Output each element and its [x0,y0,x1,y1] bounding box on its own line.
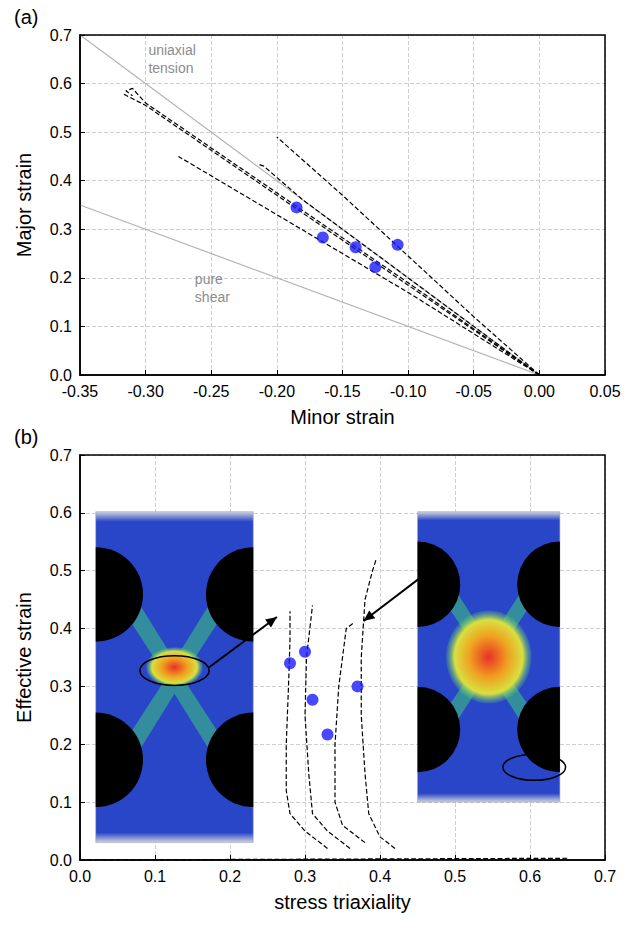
svg-text:shear: shear [195,289,230,305]
svg-text:Minor strain: Minor strain [290,406,394,428]
svg-text:0.1: 0.1 [50,318,72,335]
svg-text:(a): (a) [14,6,38,28]
svg-text:0.7: 0.7 [594,868,616,885]
svg-text:uniaxial: uniaxial [148,42,195,58]
svg-text:stress triaxiality: stress triaxiality [274,891,411,913]
svg-text:tension: tension [148,60,193,76]
svg-text:0.0: 0.0 [50,367,72,384]
svg-text:0.5: 0.5 [50,562,72,579]
svg-text:pure: pure [195,271,223,287]
svg-text:-0.15: -0.15 [324,383,361,400]
svg-text:0.2: 0.2 [50,269,72,286]
svg-text:0.3: 0.3 [50,221,72,238]
svg-text:0.4: 0.4 [50,172,72,189]
svg-text:-0.10: -0.10 [390,383,427,400]
svg-text:0.7: 0.7 [50,447,72,464]
svg-text:0.7: 0.7 [50,27,72,44]
svg-text:0.05: 0.05 [589,383,620,400]
svg-text:0.2: 0.2 [219,868,241,885]
svg-text:Major strain: Major strain [13,153,35,257]
svg-text:0.6: 0.6 [50,75,72,92]
svg-text:-0.35: -0.35 [62,383,99,400]
svg-text:0.5: 0.5 [444,868,466,885]
svg-text:0.6: 0.6 [50,504,72,521]
svg-text:0.1: 0.1 [50,794,72,811]
svg-text:0.0: 0.0 [69,868,91,885]
svg-text:0.3: 0.3 [294,868,316,885]
svg-text:0.4: 0.4 [50,620,72,637]
svg-text:0.00: 0.00 [524,383,555,400]
svg-text:0.1: 0.1 [144,868,166,885]
svg-text:-0.25: -0.25 [193,383,230,400]
svg-text:0.3: 0.3 [50,678,72,695]
svg-text:-0.05: -0.05 [456,383,493,400]
svg-text:Effective strain: Effective strain [13,592,35,723]
svg-text:-0.20: -0.20 [259,383,296,400]
svg-text:0.2: 0.2 [50,736,72,753]
svg-text:(b): (b) [14,426,38,448]
svg-text:0.0: 0.0 [50,852,72,869]
svg-text:0.6: 0.6 [519,868,541,885]
svg-text:-0.30: -0.30 [127,383,164,400]
svg-text:0.5: 0.5 [50,124,72,141]
svg-text:0.4: 0.4 [369,868,391,885]
